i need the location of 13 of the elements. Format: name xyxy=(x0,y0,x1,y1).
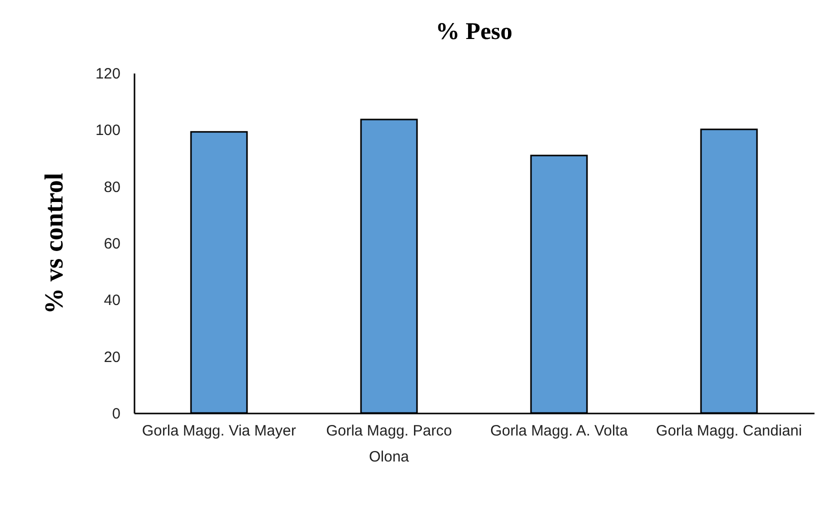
chart-title: % Peso xyxy=(436,19,512,45)
y-tick-label: 80 xyxy=(104,178,120,196)
y-tick-label: 60 xyxy=(104,236,120,252)
x-tick-label: Gorla Magg. Via Mayer xyxy=(142,422,296,440)
x-tick-label: Gorla Magg. Parco Olona xyxy=(326,422,452,466)
y-axis-title: % vs control xyxy=(39,172,68,314)
x-tick-label: Gorla Magg. Candiani xyxy=(656,422,802,440)
y-tick-label: 20 xyxy=(104,348,120,366)
y-tick-label: 100 xyxy=(95,122,120,140)
x-tick-label: Gorla Magg. A. Volta xyxy=(490,422,628,440)
y-tick-label: 40 xyxy=(104,292,120,310)
y-tick-label: 0 xyxy=(112,406,120,422)
y-tick-label: 120 xyxy=(95,66,120,82)
